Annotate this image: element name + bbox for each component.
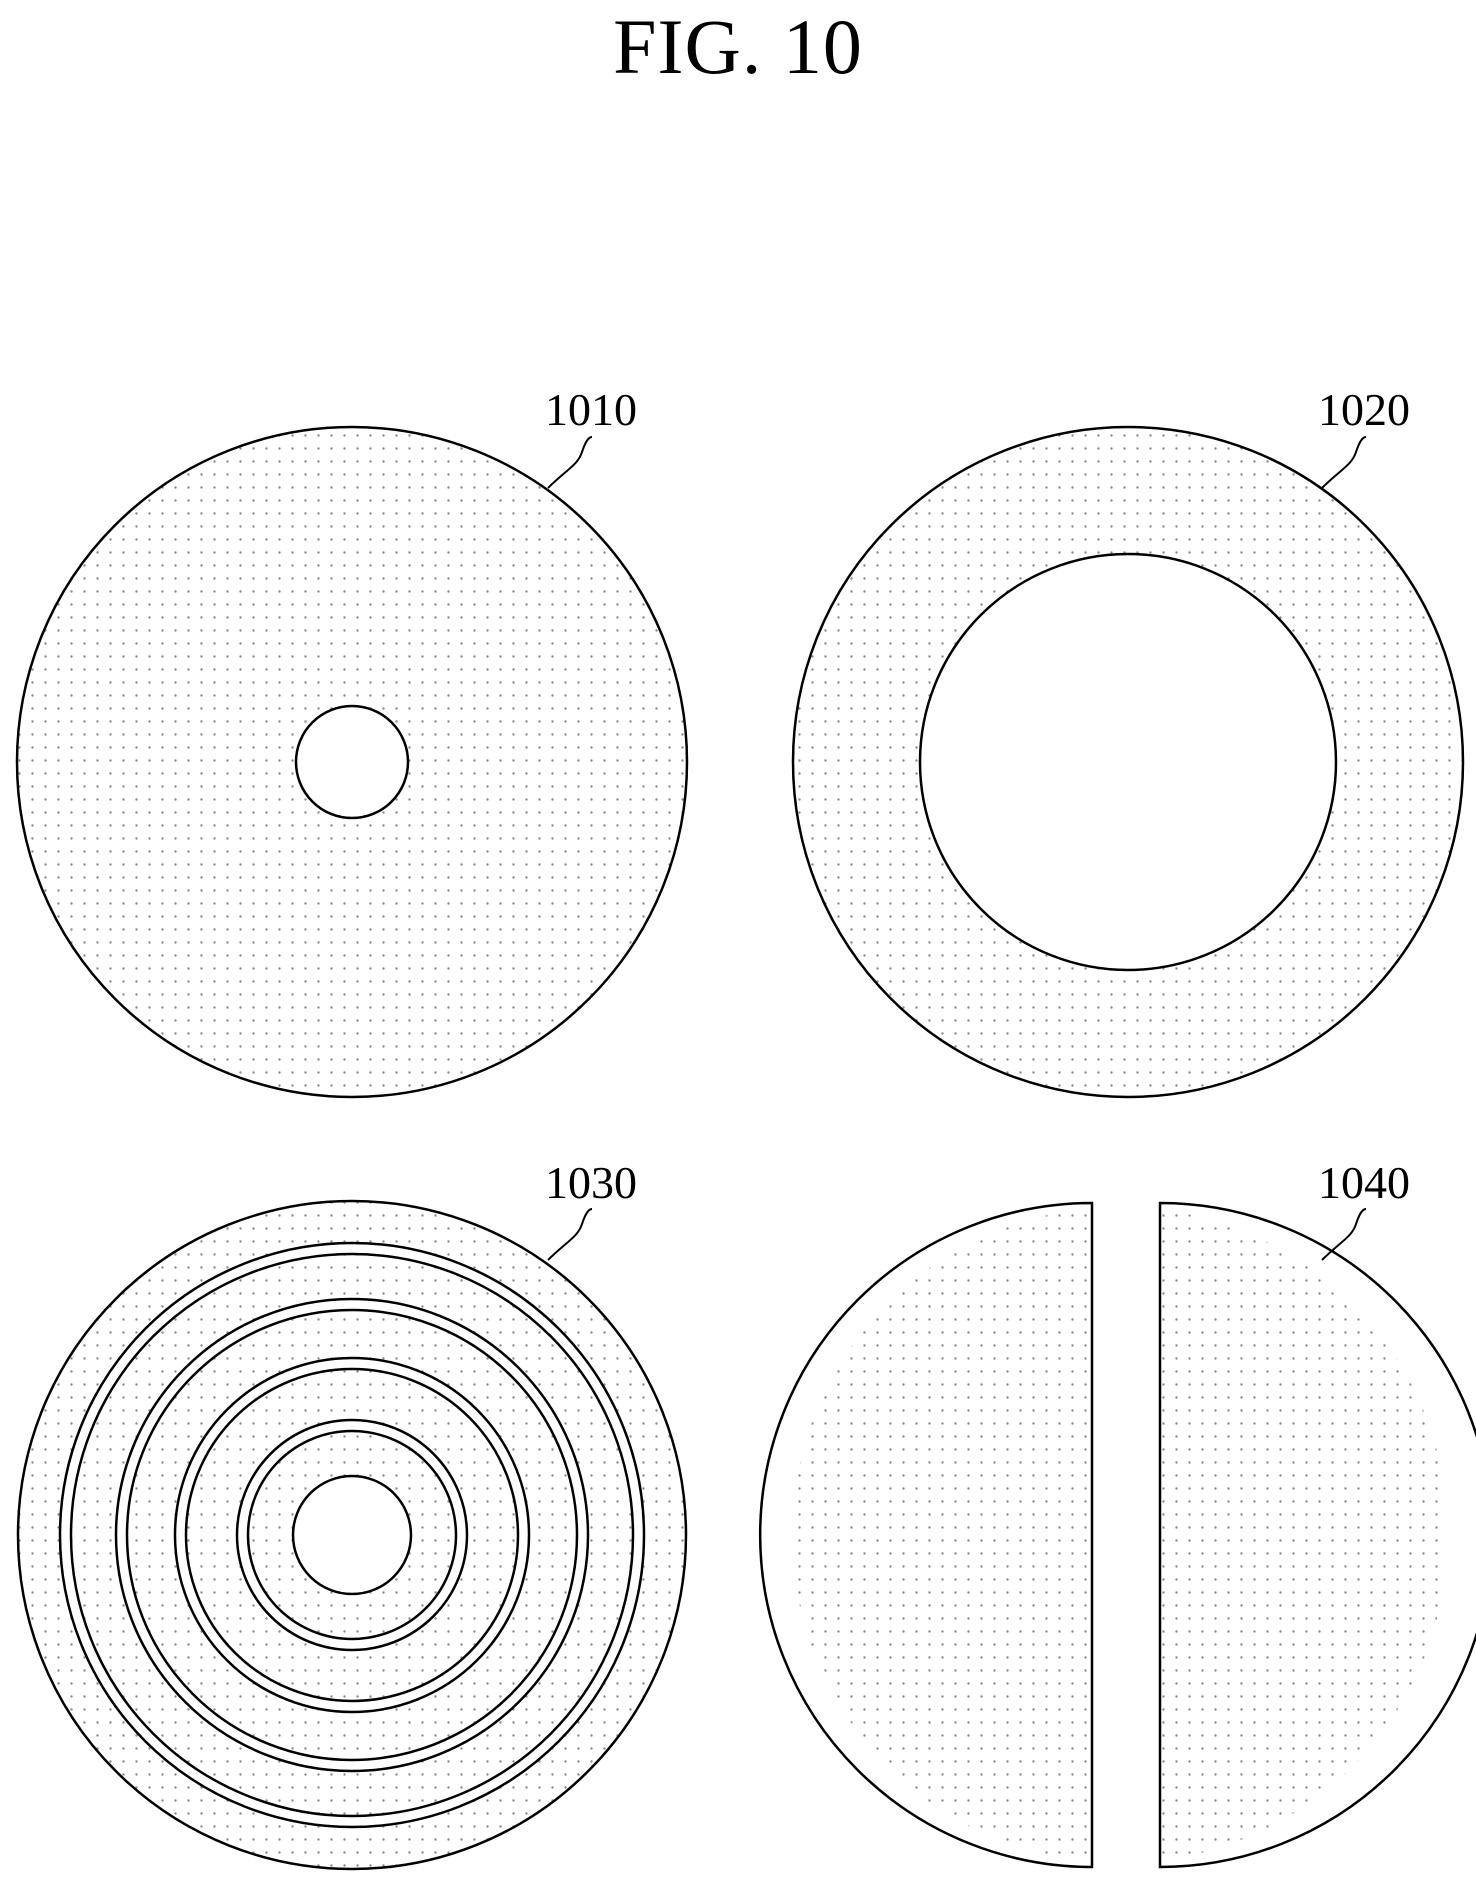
ref-label-1040: 1040 [1318,1157,1410,1208]
panel-1030: 1030 [18,1157,686,1869]
ref-label-1010: 1010 [545,384,637,435]
panel-1020: 1020 [793,384,1463,1097]
leader-line-1020 [1322,437,1366,488]
disk-1010-fill [17,427,687,1097]
leader-line-1010 [548,437,592,488]
ref-label-1020: 1020 [1318,384,1410,435]
panel-1010: 1010 [17,384,687,1097]
disk-1020-fill [793,427,1463,1097]
disk-1010-center-hole [296,706,408,818]
disk-1020-inner-hole [920,554,1336,970]
half-1040-right-fill [1160,1200,1460,1870]
ring-1030-center-hole [293,1476,411,1594]
panel-1040 [790,1200,1460,1870]
leader-line-1030 [548,1209,592,1260]
ring-1030-outer-fill [18,1201,686,1869]
leader-line-1040 [1322,1209,1366,1260]
ref-label-1030: 1030 [545,1157,637,1208]
half-1040-left-fill [790,1200,1092,1870]
